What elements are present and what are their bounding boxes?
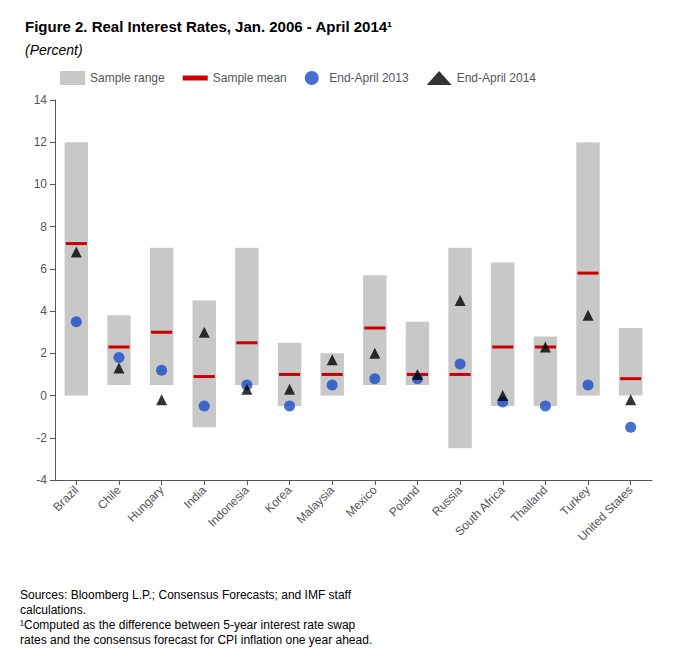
svg-text:calculations.: calculations. [20, 603, 86, 617]
svg-text:2: 2 [40, 346, 47, 360]
svg-text:Mexico: Mexico [343, 483, 380, 520]
svg-text:Sample range: Sample range [90, 71, 165, 85]
svg-text:Poland: Poland [386, 483, 422, 519]
svg-text:4: 4 [40, 304, 47, 318]
svg-text:Thailand: Thailand [508, 483, 550, 525]
svg-text:India: India [181, 483, 210, 512]
svg-text:rates and the consensus foreca: rates and the consensus forecast for CPI… [20, 633, 372, 647]
svg-text:Russia: Russia [429, 483, 465, 519]
svg-text:14: 14 [34, 93, 48, 107]
svg-text:United States: United States [575, 483, 636, 544]
svg-text:End-April 2014: End-April 2014 [457, 71, 537, 85]
svg-text:Indonesia: Indonesia [205, 483, 252, 530]
svg-text:Hungary: Hungary [125, 483, 167, 525]
svg-text:8: 8 [40, 220, 47, 234]
svg-text:Malaysia: Malaysia [294, 483, 338, 527]
svg-text:End-April 2013: End-April 2013 [329, 71, 409, 85]
svg-text:Brazil: Brazil [50, 483, 81, 514]
svg-text:10: 10 [34, 177, 48, 191]
svg-text:Sources: Bloomberg L.P.; Conse: Sources: Bloomberg L.P.; Consensus Forec… [20, 588, 352, 602]
svg-text:Chile: Chile [95, 483, 124, 512]
svg-text:-2: -2 [36, 431, 47, 445]
svg-text:6: 6 [40, 262, 47, 276]
svg-text:(Percent): (Percent) [25, 42, 83, 58]
svg-text:South Africa: South Africa [452, 483, 508, 539]
svg-text:0: 0 [40, 389, 47, 403]
svg-text:Figure 2. Real Interest Rates,: Figure 2. Real Interest Rates, Jan. 2006… [25, 18, 392, 35]
svg-text:Sample mean: Sample mean [213, 71, 287, 85]
svg-text:¹Computed as the difference be: ¹Computed as the difference between 5-ye… [20, 618, 356, 632]
svg-text:Turkey: Turkey [557, 483, 592, 518]
svg-text:-4: -4 [36, 473, 47, 487]
svg-text:Korea: Korea [262, 483, 295, 516]
svg-text:12: 12 [34, 135, 48, 149]
